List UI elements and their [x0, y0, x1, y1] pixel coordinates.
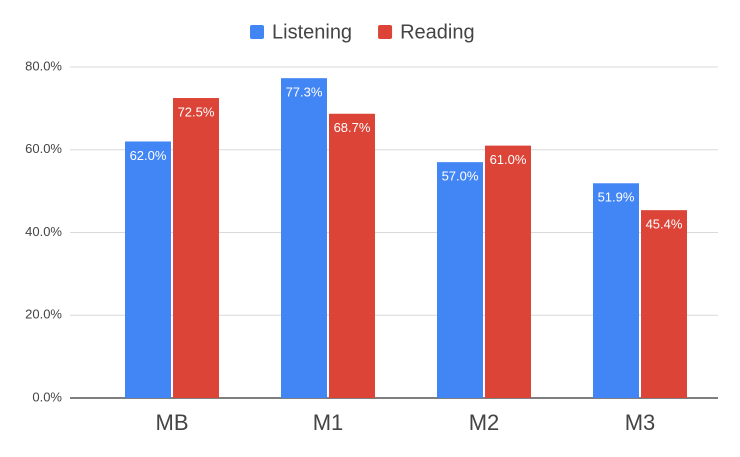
x-tick-label: MB — [156, 410, 189, 435]
y-tick-label: 40.0% — [25, 224, 62, 239]
y-tick-label: 60.0% — [25, 141, 62, 156]
value-label: 51.9% — [598, 190, 635, 205]
bar — [593, 183, 639, 398]
value-label: 61.0% — [490, 152, 527, 167]
legend-swatch — [378, 25, 393, 39]
bar — [485, 145, 531, 398]
y-tick-label: 80.0% — [25, 58, 62, 73]
value-label: 62.0% — [130, 148, 167, 163]
bar — [329, 113, 375, 398]
value-label: 45.4% — [646, 217, 683, 232]
x-tick-label: M2 — [469, 410, 500, 435]
x-tick-label: M1 — [313, 410, 344, 435]
value-label: 72.5% — [178, 104, 215, 119]
bar — [437, 162, 483, 398]
bar — [173, 98, 219, 398]
bar — [281, 78, 327, 398]
legend-swatch — [250, 25, 264, 39]
value-label: 68.7% — [334, 120, 371, 135]
value-label: 57.0% — [442, 169, 479, 184]
x-tick-label: M3 — [625, 410, 656, 435]
bar — [125, 141, 171, 398]
y-tick-label: 20.0% — [25, 307, 62, 322]
legend-label: Reading — [400, 21, 475, 43]
legend-label: Listening — [272, 21, 352, 43]
value-label: 77.3% — [286, 85, 323, 100]
bar — [641, 210, 687, 398]
y-tick-label: 0.0% — [32, 389, 62, 404]
